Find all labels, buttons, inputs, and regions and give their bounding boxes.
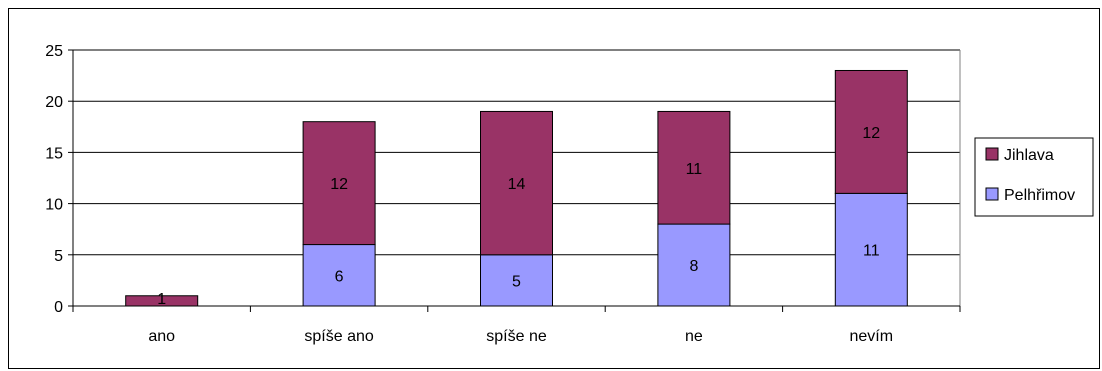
category-label: spíše ano xyxy=(304,328,373,345)
legend-swatch-pelhrimov xyxy=(985,187,999,201)
legend-label-pelhrimov: Pelhřimov xyxy=(1004,187,1075,204)
bars xyxy=(125,69,908,307)
y-tick-label: 10 xyxy=(45,197,63,214)
bar-segment xyxy=(480,254,553,307)
y-tick-label: 5 xyxy=(54,248,63,265)
y-tick-label: 25 xyxy=(45,43,63,60)
y-tick-label: 0 xyxy=(54,299,63,316)
data-label: 1 xyxy=(157,291,166,308)
data-label: 8 xyxy=(689,258,698,275)
category-label: ano xyxy=(148,328,175,345)
legend: Jihlava Pelhřimov xyxy=(974,137,1094,217)
data-label: 11 xyxy=(863,243,880,260)
data-label: 6 xyxy=(335,268,344,285)
bar-segment xyxy=(302,244,376,307)
chart-frame xyxy=(8,8,1100,369)
data-label: 12 xyxy=(862,125,880,142)
data-labels: 1 6 12 5 14 8 11 11 12 xyxy=(157,125,880,308)
bar-segment xyxy=(834,69,908,194)
bar-segment xyxy=(657,110,731,225)
category-label: nevím xyxy=(850,328,894,345)
legend-label-jihlava: Jihlava xyxy=(1004,147,1054,164)
data-label: 14 xyxy=(508,176,526,193)
category-label: spíše ne xyxy=(486,328,547,345)
category-label: ne xyxy=(685,328,703,345)
bar-segment xyxy=(657,223,731,307)
data-label: 12 xyxy=(330,176,348,193)
y-tick-label: 20 xyxy=(45,94,63,111)
y-tick-label: 15 xyxy=(45,145,63,162)
data-label: 5 xyxy=(512,273,521,290)
bar-segment xyxy=(302,121,376,246)
legend-swatch-jihlava xyxy=(985,147,999,161)
data-label: 11 xyxy=(686,161,703,178)
bar-segment xyxy=(480,110,553,256)
